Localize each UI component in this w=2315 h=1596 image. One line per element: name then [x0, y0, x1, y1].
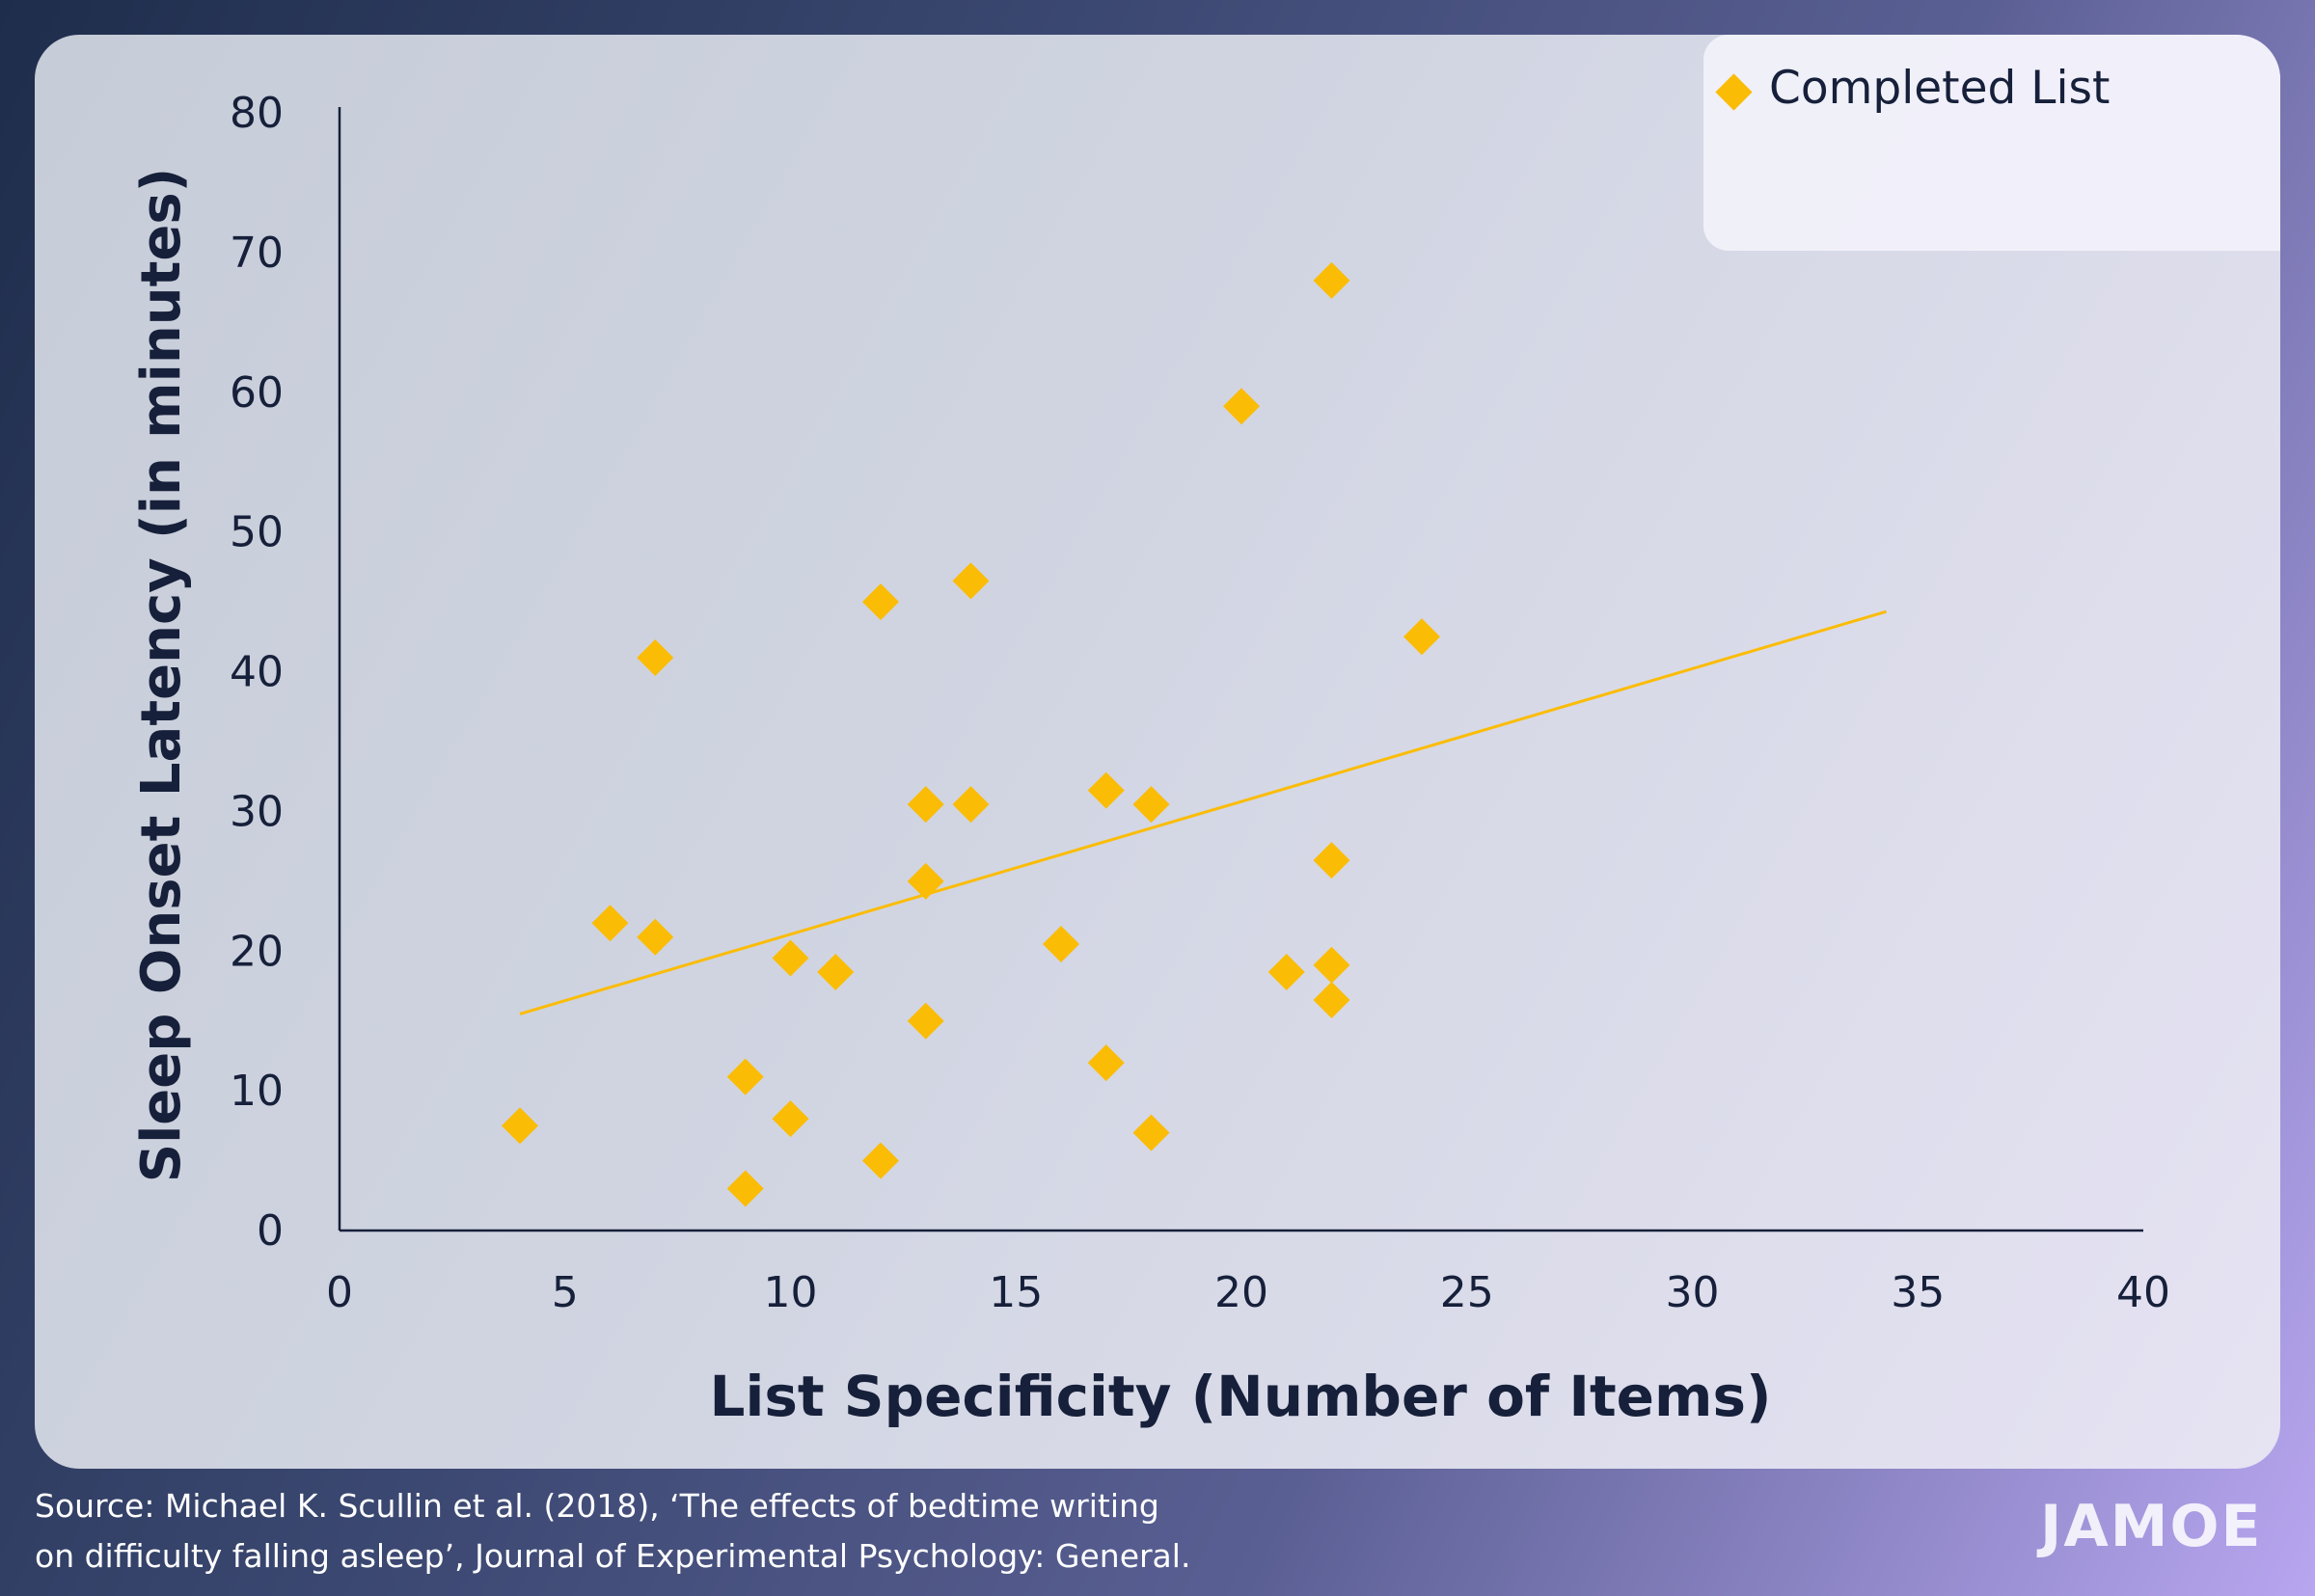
data-point [1132, 786, 1170, 824]
data-point [1043, 926, 1079, 963]
source-line-2: on difficulty falling asleep’, Journal o… [35, 1537, 1191, 1575]
y-tick-label: 10 [230, 1067, 284, 1116]
y-tick-label: 20 [230, 927, 284, 976]
x-tick-label: 5 [552, 1268, 579, 1317]
brand-logo: JAMOE [2040, 1493, 2263, 1560]
y-tick-label: 80 [230, 89, 284, 138]
data-point [907, 786, 944, 824]
data-point [817, 953, 855, 990]
legend [1703, 35, 2280, 251]
x-tick-label: 35 [1891, 1268, 1945, 1317]
data-point [637, 639, 674, 677]
data-point [772, 939, 809, 977]
x-tick-label: 30 [1666, 1268, 1720, 1317]
data-point [862, 583, 899, 621]
x-tick-label: 15 [989, 1268, 1043, 1317]
data-point [637, 918, 674, 956]
chart-card: 0 5 10 15 20 25 30 35 40 0 10 20 30 40 50 60 70 80 List Sp… [35, 35, 2280, 1469]
data-point [502, 1107, 538, 1145]
data-point [1313, 842, 1350, 879]
data-point [1087, 771, 1125, 809]
data-point [1087, 1044, 1125, 1082]
data-point [1267, 953, 1305, 990]
y-tick-label: 70 [230, 229, 284, 278]
data-point [907, 862, 944, 900]
y-tick-label: 30 [230, 787, 284, 836]
data-point [907, 1002, 944, 1040]
data-point [1313, 946, 1350, 984]
x-tick-label: 20 [1214, 1268, 1268, 1317]
data-point [726, 1170, 764, 1207]
data-point [952, 562, 990, 600]
legend-label: Completed List [1769, 62, 2111, 115]
y-tick-label: 40 [230, 648, 284, 697]
data-point [1403, 618, 1440, 656]
source-citation: Source: Michael K. Scullin et al. (2018)… [35, 1481, 1482, 1582]
data-point [952, 786, 990, 824]
data-point [1223, 388, 1260, 425]
data-point [862, 1142, 899, 1179]
x-tick-label: 10 [764, 1268, 818, 1317]
data-point [772, 1100, 809, 1138]
source-line-1: Source: Michael K. Scullin et al. (2018)… [35, 1487, 1159, 1525]
x-axis-title: List Specificity (Number of Items) [710, 1364, 1772, 1429]
y-axis-title: Sleep Onset Latency (in minutes) [130, 168, 193, 1183]
x-tick-label: 25 [1440, 1268, 1494, 1317]
y-tick-label: 50 [230, 508, 284, 557]
data-point [1313, 981, 1350, 1018]
x-tick-label: 40 [2116, 1268, 2170, 1317]
data-point [1313, 261, 1350, 299]
y-tick-label: 60 [230, 368, 284, 418]
y-tick-label: 0 [257, 1206, 284, 1256]
data-point [1132, 1114, 1170, 1151]
x-tick-label: 0 [326, 1268, 353, 1317]
data-point [591, 905, 629, 942]
scatter-chart: 0 5 10 15 20 25 30 35 40 0 10 20 30 40 50 60 70 80 List Sp… [130, 89, 2170, 1429]
data-point [726, 1058, 764, 1096]
trendline [519, 609, 1887, 1015]
